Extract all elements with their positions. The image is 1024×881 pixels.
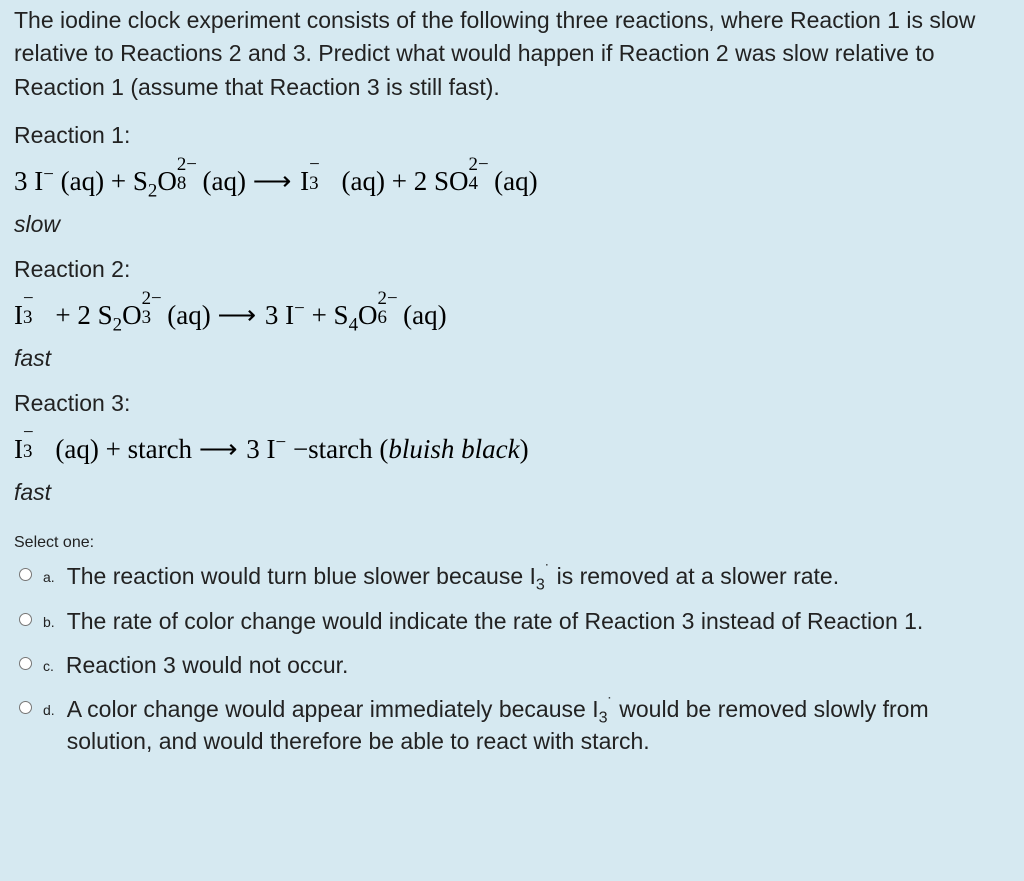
option-d[interactable]: d. A color change would appear immediate… <box>14 693 1010 757</box>
option-c-radio[interactable] <box>19 657 32 670</box>
option-c[interactable]: c. Reaction 3 would not occur. <box>14 649 1010 681</box>
option-text: The rate of color change would indicate … <box>67 605 924 637</box>
question-text: The iodine clock experiment consists of … <box>14 4 1010 104</box>
select-one-label: Select one: <box>14 534 1010 552</box>
option-a-radio[interactable] <box>19 568 32 581</box>
option-a[interactable]: a. The reaction would turn blue slower b… <box>14 560 1010 592</box>
option-text: A color change would appear immediately … <box>67 693 1010 757</box>
reaction-3-speed: fast <box>14 479 1010 506</box>
reaction-3-equation: I−3 (aq) + starch ⟶ 3 I− −starch (bluish… <box>14 431 1010 467</box>
option-b-radio[interactable] <box>19 613 32 626</box>
option-text: Reaction 3 would not occur. <box>66 649 349 681</box>
option-letter: a. <box>43 569 55 585</box>
options-list: a. The reaction would turn blue slower b… <box>14 560 1010 757</box>
reaction-1-speed: slow <box>14 211 1010 238</box>
reaction-2-equation: I−3 + 2 S2O2−3(aq) ⟶ 3 I− + S4O2−6(aq) <box>14 297 1010 333</box>
option-letter: d. <box>43 702 55 718</box>
reaction-3-label: Reaction 3: <box>14 390 1010 417</box>
question-container: The iodine clock experiment consists of … <box>0 0 1024 777</box>
reaction-2-label: Reaction 2: <box>14 256 1010 283</box>
reaction-2-speed: fast <box>14 345 1010 372</box>
option-d-radio[interactable] <box>19 701 32 714</box>
reaction-1-label: Reaction 1: <box>14 122 1010 149</box>
option-letter: b. <box>43 614 55 630</box>
option-b[interactable]: b. The rate of color change would indica… <box>14 605 1010 637</box>
reaction-1-equation: 3 I− (aq) + S2O2−8(aq) ⟶ I−3 (aq) + 2 SO… <box>14 163 1010 199</box>
option-letter: c. <box>43 658 54 674</box>
option-text: The reaction would turn blue slower beca… <box>67 560 839 592</box>
